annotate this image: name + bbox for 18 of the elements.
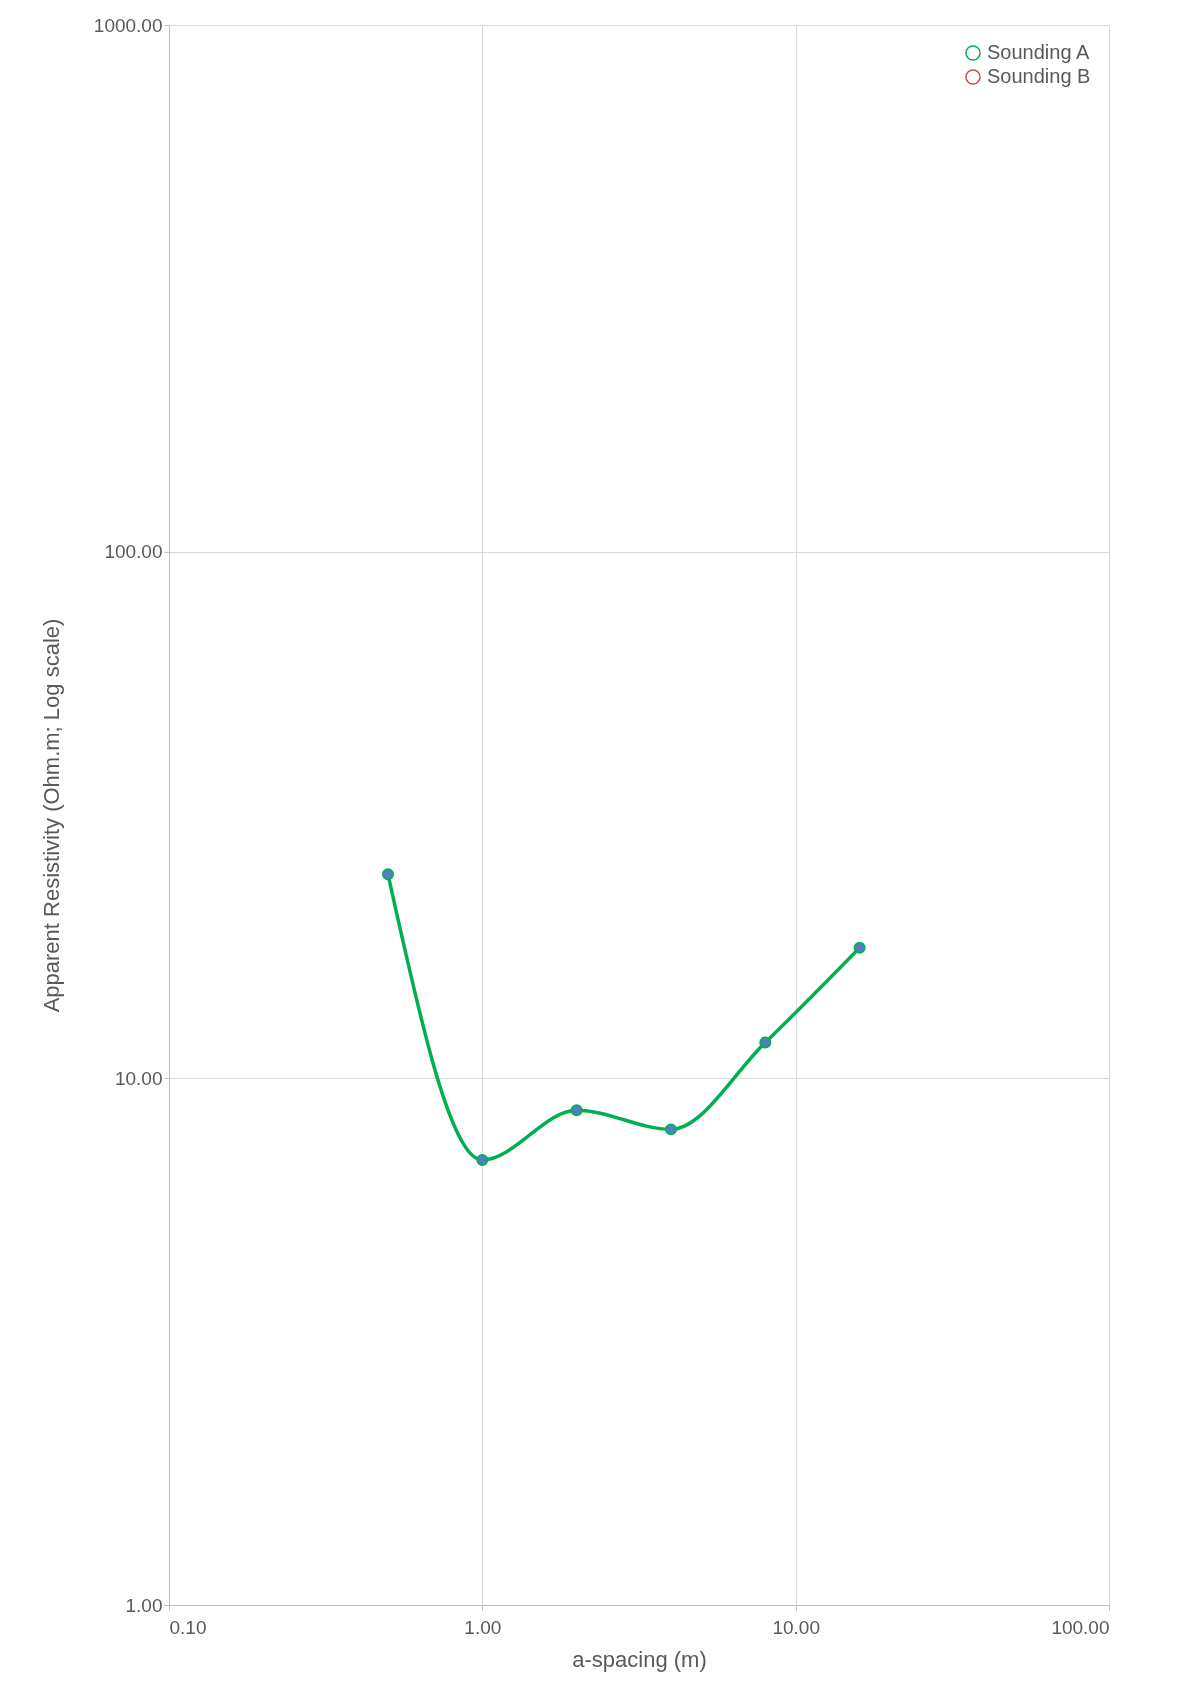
y-tick-label: 10.00 bbox=[114, 1067, 163, 1089]
legend-label: Sounding B bbox=[987, 65, 1091, 87]
point bbox=[476, 1153, 489, 1166]
x-axis-title: a-spacing (m) bbox=[572, 1646, 707, 1672]
y-tick-label: 100.00 bbox=[104, 541, 163, 563]
x-tick-label: 10.00 bbox=[772, 1616, 820, 1638]
point bbox=[570, 1104, 583, 1117]
x-tick-label: 100.00 bbox=[1051, 1616, 1110, 1638]
point bbox=[853, 941, 866, 954]
x-tick-label: 1.00 bbox=[464, 1616, 502, 1638]
point bbox=[759, 1036, 772, 1049]
y-tick-label: 1000.00 bbox=[93, 14, 163, 36]
x-tick-label: 0.10 bbox=[169, 1616, 207, 1638]
legend-label: Sounding A bbox=[987, 41, 1090, 63]
y-tick-label: 1.00 bbox=[125, 1594, 163, 1616]
y-axis-title: Apparent Resistivity (Ohm.m; Log scale) bbox=[38, 618, 64, 1013]
point bbox=[664, 1123, 677, 1136]
point bbox=[382, 868, 394, 881]
